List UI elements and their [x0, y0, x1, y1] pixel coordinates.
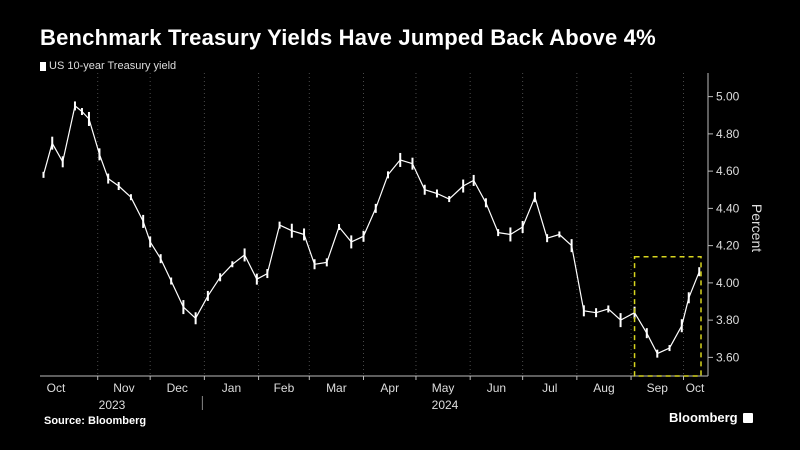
- x-tick-label: Sep: [647, 381, 669, 395]
- y-tick-label: 4.60: [716, 164, 740, 178]
- y-tick-label: 3.60: [716, 350, 740, 364]
- x-tick-label: Feb: [274, 381, 295, 395]
- source-note: Source: Bloomberg: [44, 415, 147, 427]
- y-tick-label: 4.80: [716, 127, 740, 141]
- chart-legend: US 10-year Treasury yield: [40, 60, 176, 72]
- axes: [40, 73, 713, 410]
- year-label: 2023: [99, 398, 126, 412]
- y-tick-label: 4.40: [716, 201, 740, 215]
- axis-labels: 5.00 4.80 4.60 4.40 4.20 4.00 3.80 3.60 Percent O…: [47, 90, 765, 412]
- x-tick-label: May: [432, 381, 455, 395]
- brand-mark-icon: [742, 412, 753, 423]
- x-tick-label: Oct: [47, 381, 66, 395]
- x-tick-label: Mar: [326, 381, 347, 395]
- legend-label: US 10-year Treasury yield: [49, 60, 177, 72]
- year-label: 2024: [432, 398, 459, 412]
- x-tick-label: Apr: [380, 381, 399, 395]
- highlight-layer: [633, 256, 702, 377]
- x-tick-label: Nov: [113, 381, 134, 395]
- y-tick-label: 3.80: [716, 313, 740, 327]
- series-layer: [42, 101, 701, 358]
- x-tick-label: Jan: [222, 381, 241, 395]
- x-tick-label: Oct: [686, 381, 705, 395]
- x-tick-label: Jul: [542, 381, 557, 395]
- brand-logo: Bloomberg: [669, 410, 753, 425]
- x-tick-label: Dec: [167, 381, 188, 395]
- highlight-box: [633, 256, 702, 377]
- y-tick-label: 4.20: [716, 239, 740, 253]
- chart-title: Benchmark Treasury Yields Have Jumped Ba…: [40, 25, 656, 50]
- y-tick-label: 5.00: [716, 90, 740, 104]
- y-axis-title: Percent: [749, 204, 765, 252]
- legend-swatch: [40, 61, 46, 71]
- grid-lines: [97, 73, 685, 376]
- y-tick-label: 4.00: [716, 276, 740, 290]
- x-tick-label: Jun: [487, 381, 506, 395]
- x-tick-label: Aug: [593, 381, 614, 395]
- series-line: [42, 105, 700, 355]
- brand-label: Bloomberg: [669, 410, 738, 425]
